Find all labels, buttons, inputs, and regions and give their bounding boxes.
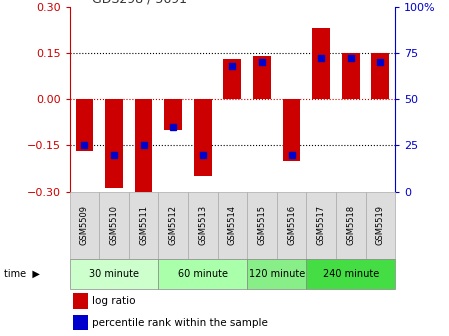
Bar: [283, 99, 300, 161]
Text: time  ▶: time ▶: [4, 269, 40, 279]
Text: GSM5509: GSM5509: [80, 205, 89, 245]
Bar: [306, 259, 395, 289]
Bar: [164, 99, 182, 130]
Text: GSM5517: GSM5517: [317, 205, 326, 245]
Bar: [306, 192, 336, 259]
Text: log ratio: log ratio: [92, 296, 136, 306]
Text: GSM5513: GSM5513: [198, 205, 207, 245]
Bar: [70, 192, 99, 259]
Text: GDS298 / 5691: GDS298 / 5691: [92, 0, 187, 5]
Text: 240 minute: 240 minute: [322, 269, 379, 279]
Bar: [158, 192, 188, 259]
Text: percentile rank within the sample: percentile rank within the sample: [92, 318, 268, 328]
Bar: [312, 28, 330, 99]
Bar: [365, 192, 395, 259]
Text: GSM5519: GSM5519: [376, 205, 385, 245]
Bar: [371, 53, 389, 99]
Bar: [188, 192, 218, 259]
Text: 30 minute: 30 minute: [89, 269, 139, 279]
Bar: [73, 315, 88, 331]
Text: GSM5512: GSM5512: [169, 205, 178, 245]
Text: GSM5516: GSM5516: [287, 205, 296, 245]
Bar: [75, 99, 93, 152]
Bar: [70, 259, 158, 289]
Bar: [247, 259, 306, 289]
Text: GSM5511: GSM5511: [139, 205, 148, 245]
Text: GSM5514: GSM5514: [228, 205, 237, 245]
Text: GSM5518: GSM5518: [346, 205, 355, 245]
Bar: [158, 259, 247, 289]
Bar: [342, 53, 360, 99]
Bar: [105, 99, 123, 188]
Bar: [218, 192, 247, 259]
Bar: [99, 192, 129, 259]
Bar: [129, 192, 158, 259]
Bar: [336, 192, 365, 259]
Text: GSM5515: GSM5515: [257, 205, 266, 245]
Bar: [194, 99, 211, 176]
Bar: [73, 293, 88, 308]
Text: 120 minute: 120 minute: [249, 269, 305, 279]
Bar: [224, 59, 241, 99]
Text: 60 minute: 60 minute: [178, 269, 228, 279]
Bar: [253, 56, 271, 99]
Bar: [277, 192, 306, 259]
Bar: [135, 99, 153, 192]
Text: GSM5510: GSM5510: [110, 205, 119, 245]
Bar: [247, 192, 277, 259]
